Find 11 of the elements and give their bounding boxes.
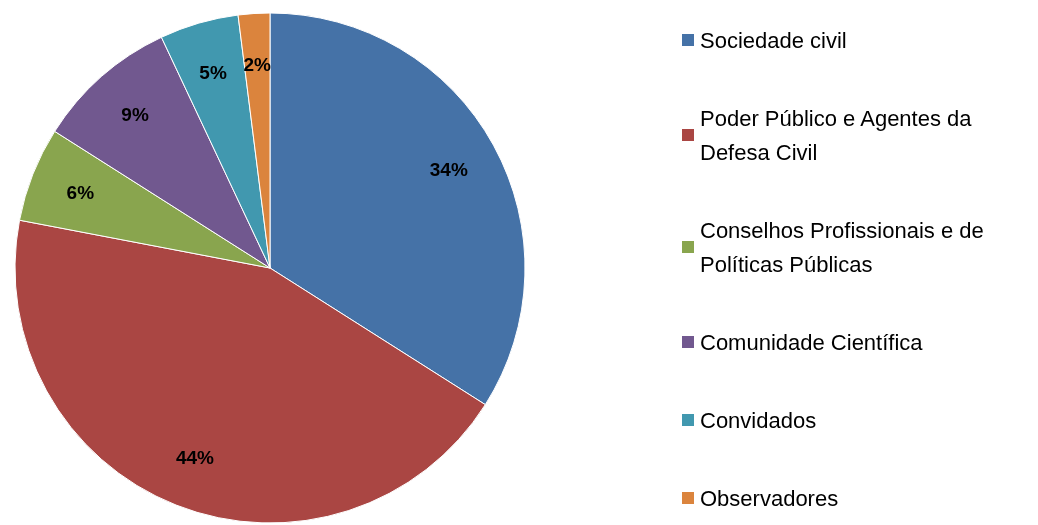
legend-label: Conselhos Profissionais e de Políticas Públicas: [700, 217, 990, 277]
data-label: 9%: [121, 104, 149, 126]
data-label: 5%: [199, 61, 227, 83]
data-label: 34%: [429, 159, 468, 181]
legend-label: Observadores: [700, 485, 839, 511]
data-label: 6%: [66, 182, 95, 204]
legend-label: Comunidade Científica: [700, 329, 924, 355]
legend-label: Sociedade civil: [700, 27, 847, 53]
legend-label: Poder Público e Agentes da Defesa Civil: [700, 105, 978, 165]
legend-label: Convidados: [700, 407, 817, 433]
data-label: 44%: [175, 447, 215, 469]
